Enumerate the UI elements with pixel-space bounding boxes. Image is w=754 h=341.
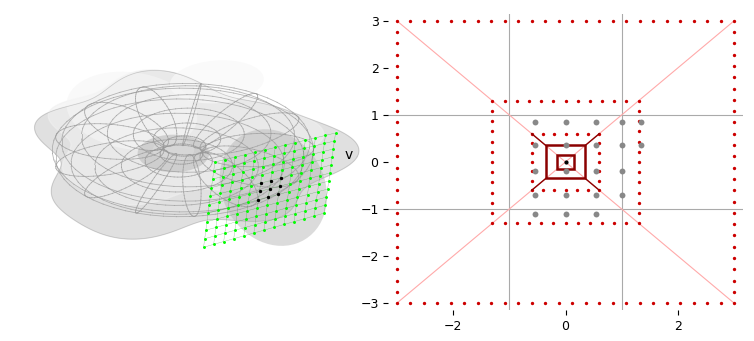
Point bbox=[559, 143, 572, 148]
Point bbox=[616, 143, 628, 148]
Point bbox=[529, 211, 541, 217]
Point bbox=[559, 192, 572, 198]
Ellipse shape bbox=[66, 72, 198, 150]
Y-axis label: v: v bbox=[345, 148, 353, 162]
Ellipse shape bbox=[137, 135, 210, 172]
Point bbox=[616, 192, 628, 198]
Point bbox=[616, 119, 628, 125]
Ellipse shape bbox=[219, 129, 327, 246]
Point bbox=[559, 119, 572, 125]
Bar bbox=[557, 155, 574, 169]
Ellipse shape bbox=[152, 139, 194, 161]
Point bbox=[529, 119, 541, 125]
Point bbox=[559, 169, 572, 174]
Point bbox=[636, 119, 648, 125]
Polygon shape bbox=[48, 70, 323, 205]
Point bbox=[636, 143, 648, 148]
Ellipse shape bbox=[170, 60, 264, 103]
Point bbox=[590, 119, 602, 125]
Point bbox=[529, 143, 541, 148]
Bar bbox=[546, 146, 585, 178]
X-axis label: u: u bbox=[561, 339, 570, 341]
Point bbox=[590, 143, 602, 148]
Point bbox=[590, 211, 602, 217]
Point bbox=[559, 211, 572, 217]
Point bbox=[529, 169, 541, 174]
Point bbox=[590, 169, 602, 174]
Point bbox=[529, 192, 541, 198]
Polygon shape bbox=[35, 71, 359, 239]
Point bbox=[590, 192, 602, 198]
Point bbox=[616, 169, 628, 174]
